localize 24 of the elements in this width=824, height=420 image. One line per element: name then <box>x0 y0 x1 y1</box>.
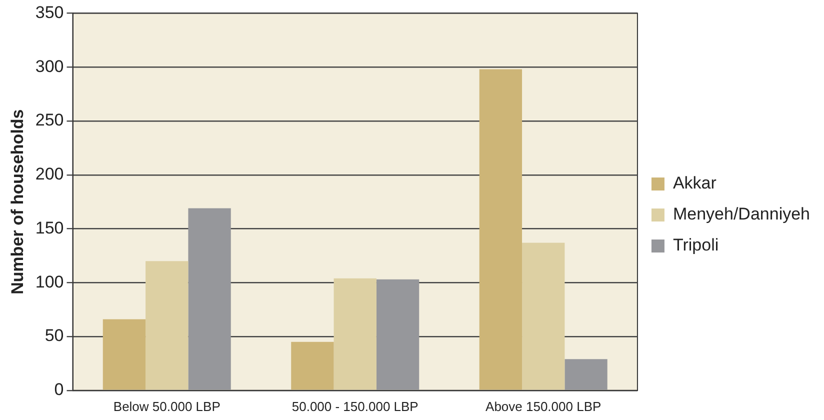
y-tick-label: 200 <box>35 164 64 184</box>
legend-label: Akkar <box>672 174 717 193</box>
bar <box>479 69 522 390</box>
y-axis-title: Number of households <box>8 109 27 294</box>
y-tick-label: 300 <box>35 56 64 76</box>
x-tick-label: Below 50.000 LBP <box>113 398 220 414</box>
y-tick-label: 350 <box>35 2 64 22</box>
y-tick-label: 250 <box>35 110 64 130</box>
legend-label: Menyeh/Danniyeh <box>672 204 810 224</box>
bar <box>522 242 565 390</box>
y-tick-label: 100 <box>35 272 64 292</box>
x-tick-label: 50.000 - 150.000 LBP <box>292 398 418 414</box>
y-tick-label: 0 <box>54 380 64 400</box>
y-tick-label: 150 <box>35 218 64 238</box>
bar <box>291 342 334 390</box>
bar <box>102 319 146 390</box>
bar <box>188 208 231 390</box>
x-tick-label: Above 150.000 LBP <box>486 398 602 414</box>
y-tick-label: 50 <box>44 326 64 346</box>
bar <box>146 261 188 390</box>
legend-label: Tripoli <box>672 236 719 255</box>
bar <box>376 279 420 390</box>
bar <box>334 278 376 390</box>
bar <box>564 359 608 390</box>
